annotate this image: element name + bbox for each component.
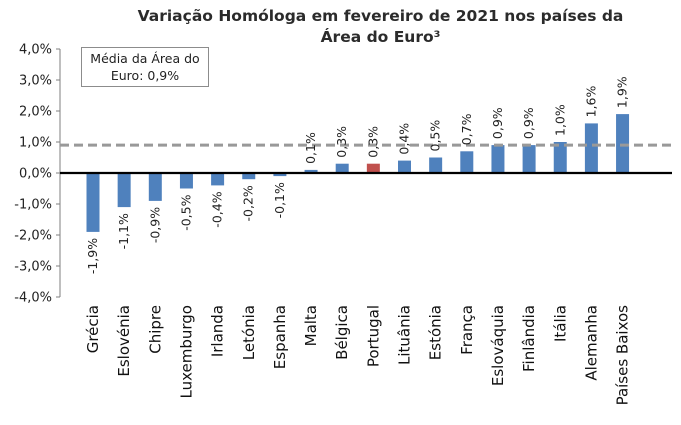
value-label-12: 0,7%: [459, 113, 474, 145]
value-label-10: 0,4%: [397, 123, 412, 155]
legend-box: Média da Área do Euro: 0,9%: [81, 47, 209, 87]
category-label-7: Malta: [302, 305, 320, 346]
bar-0: [86, 173, 100, 232]
legend-line-2: Euro: 0,9%: [110, 68, 180, 83]
category-label-15: Itália: [551, 305, 569, 342]
chart-title-line-1: Variação Homóloga em fevereiro de 2021 n…: [137, 7, 624, 25]
value-label-17: 1,9%: [615, 76, 630, 108]
category-label-8: Bélgica: [333, 305, 351, 360]
bar-13: [491, 145, 505, 173]
value-label-4: -0,4%: [210, 191, 225, 227]
category-label-12: França: [458, 305, 476, 355]
bar-9: [366, 163, 380, 173]
value-label-6: -0,1%: [272, 182, 287, 218]
bar-17: [616, 114, 630, 173]
value-label-14: 0,9%: [521, 107, 536, 139]
value-label-13: 0,9%: [490, 107, 505, 139]
chart-title-line-2: Área do Euro³: [320, 28, 441, 46]
category-label-0: Grécia: [84, 305, 102, 353]
bar-6: [273, 173, 287, 177]
bar-14: [522, 145, 536, 173]
y-tick-label: 1,0%: [19, 136, 52, 151]
category-label-2: Chipre: [146, 305, 164, 354]
category-label-11: Estónia: [427, 305, 445, 360]
bar-8: [335, 163, 349, 173]
value-label-8: 0,3%: [334, 126, 349, 158]
bar-3: [179, 173, 193, 189]
value-label-0: -1,9%: [85, 238, 100, 274]
bar-15: [553, 142, 567, 173]
value-label-16: 1,6%: [583, 86, 598, 118]
y-tick-label: 3,0%: [19, 74, 52, 89]
value-label-5: -0,2%: [241, 185, 256, 221]
category-label-13: Eslováquia: [489, 305, 507, 386]
category-label-1: Eslovénia: [115, 305, 133, 377]
y-tick-label: -3,0%: [14, 260, 52, 275]
category-label-17: Países Baixos: [614, 305, 632, 406]
bar-4: [211, 173, 225, 186]
value-label-1: -1,1%: [116, 213, 131, 249]
category-label-10: Lituânia: [396, 305, 414, 365]
legend-line-1: Média da Área do: [90, 51, 200, 66]
category-label-3: Luxemburgo: [177, 305, 195, 399]
bar-11: [429, 157, 443, 173]
value-label-7: 0,1%: [303, 132, 318, 164]
category-label-9: Portugal: [364, 305, 382, 367]
y-tick-label: -4,0%: [14, 291, 52, 306]
category-label-14: Finlândia: [520, 305, 538, 372]
y-tick-label: -1,0%: [14, 198, 52, 213]
y-tick-label: 2,0%: [19, 105, 52, 120]
category-label-4: Irlanda: [209, 305, 227, 357]
category-label-5: Letónia: [240, 305, 258, 360]
value-label-3: -0,5%: [178, 194, 193, 230]
y-tick-label: 0,0%: [19, 167, 52, 182]
value-label-15: 1,0%: [552, 104, 567, 136]
bar-12: [460, 151, 474, 173]
bar-5: [242, 173, 256, 180]
bar-10: [398, 160, 411, 173]
value-label-9: 0,3%: [365, 126, 380, 158]
bar-16: [584, 123, 598, 173]
chart-title: Variação Homóloga em fevereiro de 2021 n…: [0, 6, 681, 48]
bar-7: [304, 169, 318, 173]
category-label-6: Espanha: [271, 305, 289, 369]
y-tick-label: -2,0%: [14, 229, 52, 244]
value-label-11: 0,5%: [428, 120, 443, 152]
bar-1: [117, 173, 131, 208]
bar-2: [148, 173, 162, 201]
y-tick-label: 4,0%: [19, 43, 52, 58]
category-label-16: Alemanha: [582, 305, 600, 381]
value-label-2: -0,9%: [147, 207, 162, 243]
